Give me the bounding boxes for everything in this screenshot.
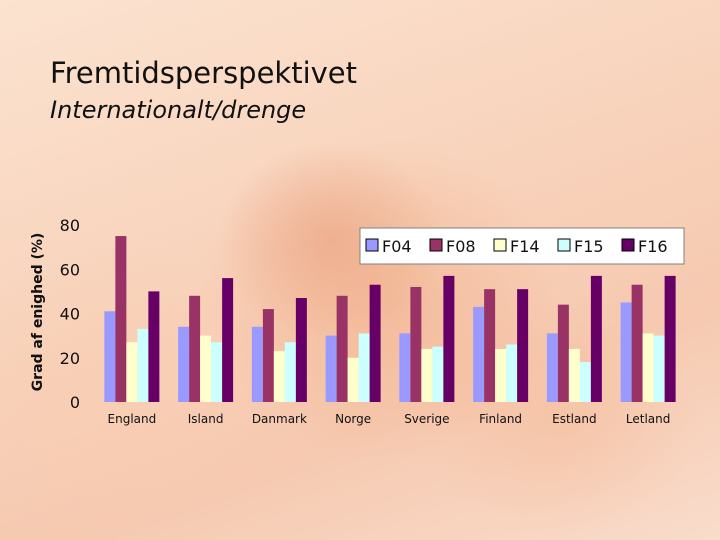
bar-f16-letland	[664, 275, 676, 402]
legend-label-f08: F08	[446, 237, 476, 256]
y-tick-label: 40	[60, 305, 80, 324]
bar-f15-england	[137, 328, 149, 402]
x-tick-label: Estland	[552, 412, 596, 426]
legend-label-f15: F15	[574, 237, 604, 256]
bar-f08-letland	[631, 284, 643, 402]
legend-swatch-f14	[493, 238, 507, 252]
bar-f04-danmark	[251, 326, 263, 402]
legend-swatch-f15	[557, 238, 571, 252]
bar-f16-england	[148, 291, 160, 402]
bar-f08-danmark	[262, 309, 274, 402]
bar-f16-danmark	[295, 298, 307, 402]
bar-f15-island	[211, 342, 223, 402]
legend-label-f14: F14	[510, 237, 540, 256]
bar-f04-island	[178, 326, 190, 402]
y-tick-label: 80	[60, 216, 80, 235]
y-tick-label: 60	[60, 260, 80, 279]
legend-label-f16: F16	[638, 237, 668, 256]
x-tick-label: Finland	[479, 412, 522, 426]
bar-f04-norge	[325, 335, 337, 402]
bar-f14-england	[126, 342, 138, 402]
bar-f15-danmark	[284, 342, 296, 402]
bar-f04-estland	[546, 333, 558, 402]
bar-f14-norge	[347, 357, 359, 402]
legend-swatch-f04	[365, 238, 379, 252]
x-tick-label: Norge	[335, 412, 371, 426]
bar-f14-estland	[568, 348, 580, 402]
y-axis-ticks: 0 20 40 60 80	[60, 216, 80, 412]
legend-label-f04: F04	[382, 237, 412, 256]
bar-f14-island	[200, 335, 212, 402]
slide-title: Fremtidsperspektivet	[50, 56, 358, 90]
bar-f15-letland	[653, 335, 665, 402]
y-tick-label: 20	[60, 349, 80, 368]
bar-f16-norge	[369, 284, 381, 402]
bar-f14-sverige	[421, 348, 433, 402]
y-axis-label: Grad af enighed (%)	[30, 233, 46, 392]
x-tick-label: Island	[188, 412, 224, 426]
legend-swatch-f16	[621, 238, 635, 252]
legend-swatch-f08	[429, 238, 443, 252]
bar-f15-norge	[358, 333, 370, 402]
bar-f04-sverige	[399, 333, 411, 402]
bar-f08-sverige	[410, 286, 422, 402]
bar-f08-finland	[484, 289, 496, 402]
bar-f14-finland	[495, 348, 507, 402]
bar-f15-estland	[579, 362, 591, 402]
bar-f08-norge	[336, 295, 348, 402]
x-tick-label: Sverige	[404, 412, 449, 426]
bar-series	[104, 236, 676, 402]
bar-f16-island	[222, 278, 234, 402]
bar-f04-finland	[473, 306, 485, 402]
bar-f08-estland	[557, 304, 569, 402]
bar-f04-letland	[620, 302, 632, 402]
slide-subtitle: Internationalt/drenge	[50, 96, 307, 124]
legend: F04 F08 F14 F15 F16	[359, 227, 685, 265]
x-tick-label: Danmark	[252, 412, 307, 426]
bar-f16-finland	[517, 289, 529, 402]
bar-f04-england	[104, 311, 116, 402]
bar-f14-letland	[642, 333, 654, 402]
x-axis-ticks: England Island Danmark Norge Sverige Finland E…	[108, 412, 671, 426]
x-tick-label: Letland	[626, 412, 670, 426]
bar-f14-danmark	[273, 351, 285, 402]
x-tick-label: England	[108, 412, 157, 426]
bar-f16-sverige	[443, 275, 455, 402]
bar-f15-finland	[506, 344, 518, 402]
bar-f16-estland	[590, 275, 602, 402]
y-tick-label: 0	[70, 393, 80, 412]
bar-f08-england	[115, 236, 127, 402]
bar-f08-island	[189, 295, 201, 402]
bar-f15-sverige	[432, 346, 444, 402]
